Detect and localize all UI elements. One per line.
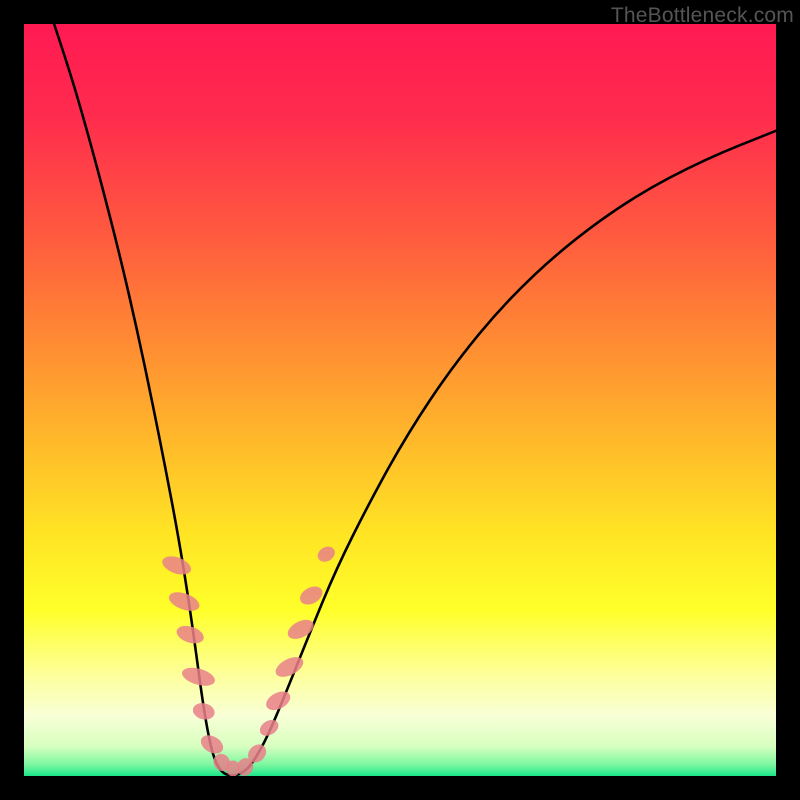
chart-root: TheBottleneck.com bbox=[0, 0, 800, 800]
gradient-background bbox=[24, 24, 776, 776]
plot-svg bbox=[24, 24, 776, 776]
watermark-text: TheBottleneck.com bbox=[611, 4, 794, 28]
plot-area bbox=[24, 24, 776, 776]
